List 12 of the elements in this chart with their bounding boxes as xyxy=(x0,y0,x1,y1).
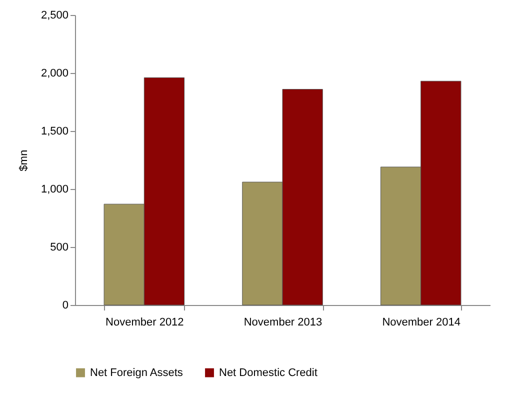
y-tick-label: 500 xyxy=(50,242,68,254)
x-tick-label: November 2014 xyxy=(382,316,460,328)
legend-label: Net Foreign Assets xyxy=(90,366,184,379)
y-tick-label: 1,000 xyxy=(40,184,68,196)
legend-label: Net Domestic Credit xyxy=(219,366,318,379)
y-tick-label: 1,500 xyxy=(40,126,68,138)
y-tick-label: 0 xyxy=(62,300,68,312)
y-tick-label: 2,500 xyxy=(40,10,68,22)
x-tick-label: November 2012 xyxy=(106,316,184,328)
y-tick-label: 2,000 xyxy=(40,68,68,80)
y-axis-title: $mn xyxy=(18,150,30,172)
x-tick-label: November 2013 xyxy=(244,316,322,328)
